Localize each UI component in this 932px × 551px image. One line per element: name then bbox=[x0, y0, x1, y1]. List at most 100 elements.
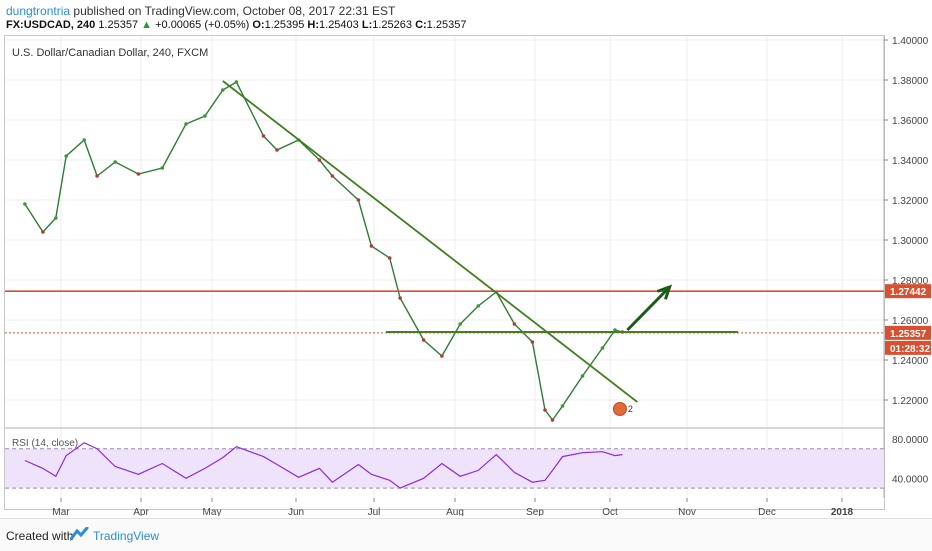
rsi-tick-label-0: 80.0000 bbox=[892, 435, 929, 446]
chart-header: dungtrontria published on TradingView.co… bbox=[0, 0, 932, 34]
price-tick-label-9: 1.22000 bbox=[892, 396, 929, 407]
rsi-band-fill bbox=[5, 448, 884, 489]
price-point bbox=[261, 134, 266, 138]
price-point bbox=[54, 216, 58, 220]
time-axis: Mar Apr May Jun Jul Aug Sep Oct Nov Dec 2018 bbox=[52, 498, 854, 516]
price-point bbox=[160, 166, 165, 170]
time-tick-label-1: Apr bbox=[133, 507, 149, 516]
price-series bbox=[23, 80, 625, 422]
price-point bbox=[234, 80, 239, 84]
price-point bbox=[136, 172, 141, 176]
rsi-pane: RSI (14, close) 80.0000 40.0000 bbox=[5, 435, 929, 489]
last-price: 1.25357 bbox=[98, 19, 139, 31]
price-axis-bg bbox=[885, 36, 932, 498]
price-point bbox=[613, 328, 617, 332]
price-point bbox=[440, 354, 444, 358]
close-value: 1.25357 bbox=[426, 19, 467, 31]
time-tick-label-7: Oct bbox=[602, 507, 618, 516]
price-tick-label-8: 1.24000 bbox=[892, 356, 929, 367]
price-tick-label-3: 1.34000 bbox=[892, 156, 929, 167]
created-with-text: Created with bbox=[6, 529, 74, 543]
time-tick-label-4: Jul bbox=[368, 507, 381, 516]
projection-arrow-shaft bbox=[626, 285, 671, 332]
price-point bbox=[64, 154, 68, 158]
price-point bbox=[23, 202, 27, 206]
time-tick-label-0: Mar bbox=[52, 507, 70, 516]
quote-line: FX:USDCAD, 240 1.25357 ▲ +0.00065 (+0.05… bbox=[6, 19, 466, 31]
price-point bbox=[387, 256, 392, 260]
price-change: +0.00065 (+0.05%) bbox=[155, 19, 250, 31]
time-tick-label-5: Aug bbox=[446, 507, 464, 516]
price-point bbox=[543, 408, 547, 412]
symbol-label: FX:USDCAD, 240 bbox=[6, 19, 96, 31]
time-tick-label-3: Jun bbox=[288, 507, 304, 516]
time-tick-label-8: Nov bbox=[678, 507, 696, 516]
downtrend-line bbox=[222, 80, 638, 403]
price-tick-label-1: 1.38000 bbox=[892, 76, 929, 87]
event-marker-count: 2 bbox=[628, 404, 633, 414]
price-point bbox=[317, 158, 322, 162]
price-point bbox=[203, 114, 207, 118]
price-point bbox=[330, 174, 335, 178]
price-chart[interactable]: U.S. Dollar/Canadian Dollar, 240, FXCM 2… bbox=[0, 0, 932, 516]
price-tick-label-4: 1.32000 bbox=[892, 196, 929, 207]
price-point bbox=[41, 230, 45, 234]
price-line bbox=[24, 81, 623, 422]
price-point bbox=[458, 322, 463, 326]
price-tick-label-2: 1.36000 bbox=[892, 116, 929, 127]
rsi-label: RSI (14, close) bbox=[12, 438, 78, 449]
high-label: H: bbox=[307, 19, 320, 31]
price-tick-label-0: 1.40000 bbox=[892, 36, 929, 47]
price-point bbox=[82, 138, 86, 142]
resistance-price-label: 1.27442 bbox=[890, 287, 927, 298]
price-tick-label-7: 1.26000 bbox=[892, 316, 929, 327]
publish-line: dungtrontria published on TradingView.co… bbox=[6, 4, 395, 18]
price-tick-label-5: 1.30000 bbox=[892, 236, 929, 247]
time-tick-label-9: Dec bbox=[758, 507, 776, 516]
time-tick-label-10: 2018 bbox=[831, 507, 854, 516]
price-point bbox=[95, 174, 99, 178]
price-point bbox=[421, 338, 426, 342]
current-price-label: 1.25357 bbox=[890, 329, 927, 340]
countdown-tag bbox=[885, 340, 931, 355]
low-label: L: bbox=[361, 19, 373, 31]
price-point bbox=[398, 296, 402, 300]
open-label: O: bbox=[252, 19, 265, 31]
tradingview-logo-icon[interactable] bbox=[70, 527, 90, 541]
price-axis: 1.40000 1.38000 1.36000 1.34000 1.32000 1.300… bbox=[884, 36, 932, 498]
price-point bbox=[184, 122, 188, 126]
footer: Created with TradingView bbox=[0, 518, 932, 551]
price-point bbox=[369, 244, 374, 248]
close-label: C: bbox=[415, 19, 427, 31]
price-point bbox=[550, 418, 555, 422]
up-arrow-icon: ▲ bbox=[141, 19, 153, 31]
projection-arrow-head bbox=[656, 284, 673, 300]
price-point bbox=[512, 322, 517, 326]
chart-annotations: 2 bbox=[5, 80, 884, 416]
price-point bbox=[600, 346, 605, 350]
time-tick-label-2: May bbox=[203, 507, 222, 516]
price-point bbox=[275, 148, 279, 152]
price-tick-label-6: 1.28000 bbox=[892, 276, 929, 287]
price-point bbox=[221, 88, 225, 92]
chart-title: U.S. Dollar/Canadian Dollar, 240, FXCM bbox=[12, 47, 208, 59]
published-text: published on TradingView.com, October 08… bbox=[73, 4, 396, 18]
event-marker-icon bbox=[612, 402, 627, 416]
high-value: 1.25403 bbox=[319, 19, 359, 31]
open-value: 1.25395 bbox=[264, 19, 305, 31]
current-price-tag bbox=[885, 325, 931, 340]
price-point bbox=[356, 198, 361, 202]
chart-grid bbox=[5, 36, 885, 498]
price-point bbox=[476, 304, 481, 308]
low-value: 1.25263 bbox=[372, 19, 412, 31]
author-link[interactable]: dungtrontria bbox=[6, 4, 71, 18]
tradingview-brand[interactable]: TradingView bbox=[93, 529, 160, 543]
rsi-line bbox=[24, 442, 623, 489]
price-point bbox=[560, 404, 565, 408]
countdown-label: 01:28:32 bbox=[890, 344, 930, 355]
resistance-price-tag bbox=[885, 284, 931, 299]
rsi-tick-label-1: 40.0000 bbox=[892, 474, 929, 485]
price-point bbox=[530, 340, 535, 344]
price-point bbox=[580, 374, 585, 378]
time-tick-label-6: Sep bbox=[526, 507, 544, 516]
